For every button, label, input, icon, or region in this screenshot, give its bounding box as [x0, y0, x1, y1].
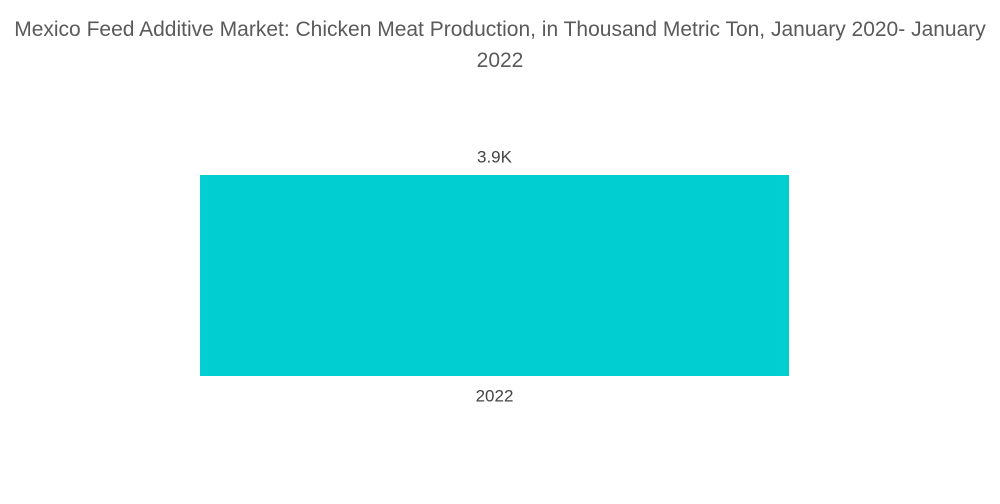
bar	[200, 175, 789, 376]
chart-title: Mexico Feed Additive Market: Chicken Mea…	[14, 18, 986, 72]
value-label: 3.9K	[477, 147, 513, 166]
x-tick-label: 2022	[476, 386, 514, 405]
